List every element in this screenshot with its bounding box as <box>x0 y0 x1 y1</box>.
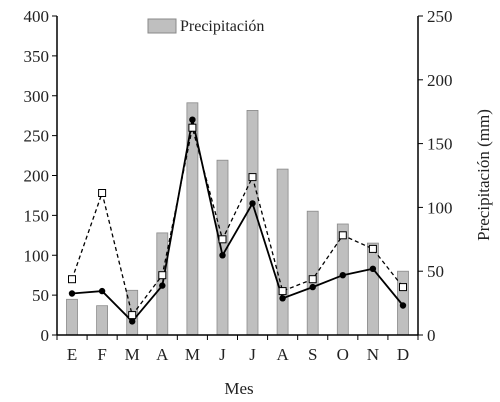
y-tick-label: 150 <box>24 206 50 225</box>
data-point <box>158 271 167 280</box>
x-tick-label: M <box>185 345 200 364</box>
bar <box>276 168 289 336</box>
data-point <box>189 116 196 123</box>
data-point <box>68 290 76 297</box>
data-point <box>98 287 106 295</box>
lines-layer <box>68 116 407 325</box>
y2-tick-label: 150 <box>427 135 453 154</box>
data-point <box>159 282 166 289</box>
legend-label: Precipitación <box>180 18 264 35</box>
x-tick-label: J <box>219 345 226 364</box>
data-point <box>308 275 317 284</box>
x-tick-label: O <box>337 345 349 364</box>
x-tick-label: S <box>308 345 317 364</box>
data-point <box>399 283 407 292</box>
y2-axis-title: Precipitación (mm) <box>474 109 493 241</box>
x-tick-label: M <box>125 345 140 364</box>
data-point <box>339 272 346 279</box>
data-point <box>309 283 316 291</box>
data-point <box>188 123 197 132</box>
series-line <box>71 127 404 317</box>
axes-layer: 0 50 100 150 200 250 300 350 400 0 50 100 150 200 250 E… <box>24 7 453 364</box>
bar <box>96 305 108 336</box>
x-tick-label: A <box>276 345 289 364</box>
data-point <box>219 252 226 259</box>
y2-tick-label: 50 <box>427 262 444 281</box>
x-axis-title: Mes <box>224 379 253 398</box>
data-point <box>368 244 377 253</box>
x-tick-label: D <box>397 345 409 364</box>
data-point <box>248 173 257 182</box>
data-point <box>249 200 256 207</box>
data-point <box>98 189 107 197</box>
x-tick-label: A <box>156 345 169 364</box>
y-tick-label: 400 <box>24 7 50 26</box>
data-point <box>369 265 377 272</box>
x-tick-label: J <box>249 345 256 364</box>
y2-tick-label: 100 <box>427 198 453 217</box>
y-tick-label: 350 <box>24 47 50 66</box>
y-tick-label: 300 <box>24 87 50 106</box>
data-point <box>68 275 76 284</box>
x-tick-label: F <box>97 345 106 364</box>
data-point <box>128 311 137 320</box>
legend-swatch <box>147 18 177 34</box>
data-point <box>278 287 287 296</box>
y2-tick-label: 200 <box>427 71 453 90</box>
y-tick-label: 200 <box>24 167 50 186</box>
legend: Precipitación <box>147 18 264 35</box>
y-tick-label: 100 <box>24 246 50 265</box>
y2-tick-label: 0 <box>427 326 436 345</box>
y-tick-label: 50 <box>32 286 49 305</box>
y2-tick-label: 250 <box>427 7 453 26</box>
y-tick-label: 250 <box>24 127 50 146</box>
bar <box>246 110 259 336</box>
y-tick-label: 0 <box>41 326 50 345</box>
x-tick-label: E <box>67 345 77 364</box>
data-point <box>218 235 227 244</box>
data-point <box>129 318 136 325</box>
bar <box>366 242 379 336</box>
bars-layer <box>66 102 409 336</box>
series-line <box>71 119 404 323</box>
data-point <box>279 295 286 302</box>
data-point <box>338 231 347 240</box>
bar <box>66 298 78 336</box>
x-tick-label: N <box>367 345 379 364</box>
data-point <box>399 302 407 309</box>
